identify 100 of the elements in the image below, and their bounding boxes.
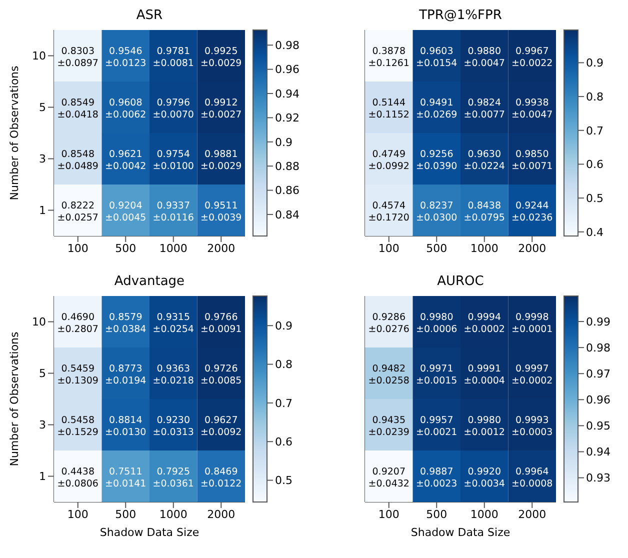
data-label: 0.9964 ±0.0008 xyxy=(512,466,553,490)
data-label: 0.5459 ±0.1309 xyxy=(57,363,98,386)
data-label: 0.8549 ±0.0418 xyxy=(57,97,98,120)
data-label: 0.8814 ±0.0130 xyxy=(105,414,146,438)
color-bar-label: 0.9 xyxy=(275,320,292,333)
color-bar-label: 0.5 xyxy=(586,192,604,205)
color-bar-label: 0.6 xyxy=(275,436,292,449)
data-label: 0.4749 ±0.0992 xyxy=(368,148,410,172)
data-label: 0.9244 ±0.0236 xyxy=(512,200,553,224)
data-label: 0.9912 ±0.0027 xyxy=(200,97,242,120)
data-label: 0.9337 ±0.0116 xyxy=(152,200,194,224)
data-label: 0.9991 ±0.0004 xyxy=(464,363,505,386)
data-label: 0.9887 ±0.0023 xyxy=(416,466,458,490)
x-axis-title: Shadow Data Size xyxy=(100,526,200,539)
color-bar-label: 0.9 xyxy=(275,136,292,149)
color-bar-label: 0.94 xyxy=(275,87,300,100)
color-bar-label: 0.93 xyxy=(586,472,610,485)
data-label: 0.8222 ±0.0257 xyxy=(57,200,98,224)
color-bar-label: 0.7 xyxy=(275,396,292,410)
data-label: 0.5144 ±0.1152 xyxy=(368,97,410,120)
data-label: 0.8237 ±0.0300 xyxy=(416,200,458,224)
data-label: 0.9286 ±0.0276 xyxy=(368,312,410,335)
data-label: 0.9880 ±0.0047 xyxy=(464,46,505,69)
data-label: 0.9967 ±0.0022 xyxy=(512,46,553,69)
data-label: 0.9998 ±0.0001 xyxy=(512,312,553,335)
data-label: 0.9980 ±0.0012 xyxy=(464,414,505,438)
data-label: 0.7511 ±0.0141 xyxy=(105,466,146,490)
data-label: 0.4574 ±0.1720 xyxy=(368,200,410,224)
color-bar-label: 0.84 xyxy=(275,208,300,222)
data-label: 0.9621 ±0.0042 xyxy=(105,148,146,172)
color-bar-label: 0.95 xyxy=(586,420,610,433)
data-label: 0.9957 ±0.0021 xyxy=(416,414,458,438)
chart-title: TPR@1%FPR xyxy=(418,8,503,25)
data-label: 0.9824 ±0.0077 xyxy=(464,97,505,120)
color-bar-label: 0.88 xyxy=(275,160,300,173)
y-tick-label: 1 xyxy=(39,470,46,484)
color-bar-label: 0.8 xyxy=(275,358,292,372)
data-label: 0.9204 ±0.0045 xyxy=(105,200,146,224)
data-label: 0.7925 ±0.0361 xyxy=(152,466,194,490)
data-label: 0.8773 ±0.0194 xyxy=(105,363,146,386)
data-label: 0.5458 ±0.1529 xyxy=(57,414,98,438)
data-label: 0.9256 ±0.0390 xyxy=(416,148,458,172)
x-tick-label: 100 xyxy=(67,508,88,521)
data-label: 0.9363 ±0.0218 xyxy=(152,363,194,386)
data-label: 0.9511 ±0.0039 xyxy=(200,200,242,224)
data-label: 0.9435 ±0.0239 xyxy=(368,414,410,438)
data-label: 0.9993 ±0.0003 xyxy=(512,414,553,438)
x-tick-label: 2000 xyxy=(207,242,236,255)
x-tick-label: 1000 xyxy=(159,242,188,255)
data-label: 0.9608 ±0.0062 xyxy=(105,97,146,120)
data-label: 0.9994 ±0.0002 xyxy=(464,312,505,335)
x-tick-label: 500 xyxy=(115,508,136,521)
x-tick-label: 100 xyxy=(67,242,88,255)
x-tick-label: 500 xyxy=(426,508,448,521)
chart-title: ASR xyxy=(135,8,164,25)
color-bar-label: 0.9 xyxy=(586,56,604,70)
data-label: 0.8438 ±0.0795 xyxy=(464,200,505,224)
chart-title: AUROC xyxy=(436,274,485,291)
x-tick-label: 1000 xyxy=(159,508,188,521)
color-bar-label: 0.5 xyxy=(275,474,292,488)
data-label: 0.9997 ±0.0002 xyxy=(512,363,553,386)
y-tick-label: 1 xyxy=(39,204,46,218)
data-label: 0.9482 ±0.0258 xyxy=(368,363,410,386)
data-label: 0.9781 ±0.0081 xyxy=(152,46,194,69)
x-tick-label: 1000 xyxy=(470,242,498,255)
color-bar-label: 0.99 xyxy=(586,315,610,328)
x-tick-label: 500 xyxy=(115,242,136,255)
data-label: 0.9881 ±0.0029 xyxy=(200,148,242,172)
data-label: 0.8469 ±0.0122 xyxy=(200,466,242,490)
data-label: 0.9920 ±0.0034 xyxy=(464,466,505,490)
data-label: 0.9980 ±0.0006 xyxy=(416,312,458,335)
data-label: 0.9491 ±0.0269 xyxy=(416,97,458,120)
color-bar-label: 0.7 xyxy=(586,124,604,138)
data-label: 0.3878 ±0.1261 xyxy=(368,46,410,69)
y-tick-label: 3 xyxy=(39,152,46,166)
chart-title: Advantage xyxy=(113,274,186,291)
data-label: 0.8303 ±0.0897 xyxy=(57,46,98,69)
data-label: 0.9546 ±0.0123 xyxy=(105,46,146,69)
y-tick-label: 3 xyxy=(39,418,46,432)
x-tick-label: 100 xyxy=(378,242,400,255)
data-label: 0.9627 ±0.0092 xyxy=(200,414,242,438)
color-bar-label: 0.6 xyxy=(586,158,604,172)
data-label: 0.9925 ±0.0029 xyxy=(200,46,242,69)
y-tick-label: 10 xyxy=(32,316,46,329)
data-label: 0.8548 ±0.0489 xyxy=(57,148,98,172)
data-label: 0.9754 ±0.0100 xyxy=(152,148,194,172)
x-tick-label: 500 xyxy=(426,242,448,255)
color-bar-label: 0.4 xyxy=(586,226,604,239)
x-tick-label: 2000 xyxy=(518,242,546,255)
data-label: 0.4438 ±0.0806 xyxy=(57,466,98,490)
color-bar-label: 0.96 xyxy=(586,394,610,407)
data-label: 0.9630 ±0.0224 xyxy=(464,148,505,172)
data-label: 0.9971 ±0.0015 xyxy=(416,363,458,386)
color-bar-label: 0.86 xyxy=(275,184,300,198)
x-tick-label: 2000 xyxy=(518,508,546,521)
x-axis-title: Shadow Data Size xyxy=(410,526,510,539)
data-label: 0.9938 ±0.0047 xyxy=(512,97,553,120)
color-bar-label: 0.8 xyxy=(586,90,604,104)
color-bar-label: 0.97 xyxy=(586,368,610,381)
data-label: 0.8579 ±0.0384 xyxy=(105,312,146,335)
